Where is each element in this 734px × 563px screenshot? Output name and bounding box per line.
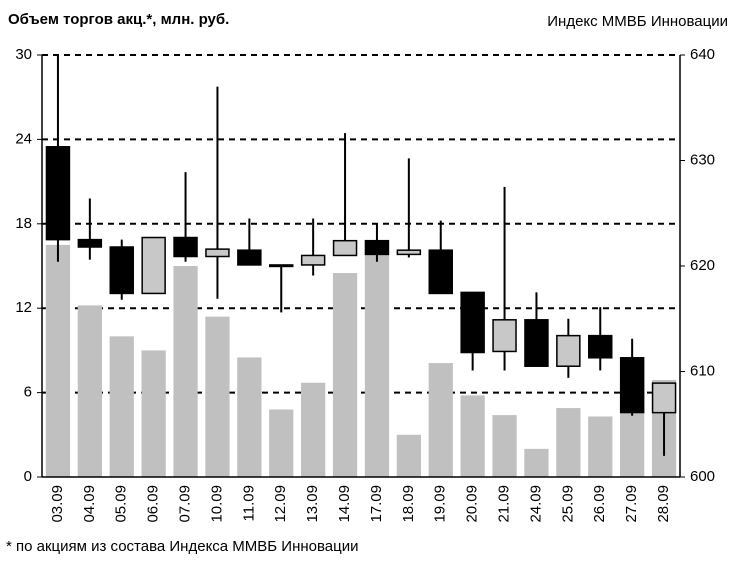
y2-tick-label: 620 — [690, 257, 715, 274]
x-tick-label: 25.09 — [559, 485, 576, 523]
y2-tick-label: 630 — [690, 151, 715, 168]
y2-tick-label: 610 — [690, 362, 715, 379]
chart-title: Объем торгов акц.*, млн. руб. — [8, 11, 229, 28]
x-tick-label: 19.09 — [432, 485, 449, 523]
volume-bar — [428, 363, 453, 477]
x-tick-label: 13.09 — [304, 485, 321, 523]
y-tick-label: 30 — [15, 46, 32, 63]
candle-body — [77, 238, 103, 248]
volume-bar — [332, 273, 358, 477]
x-tick-label: 07.09 — [177, 485, 194, 523]
candle-body — [205, 248, 230, 258]
x-tick-label: 05.09 — [113, 485, 130, 523]
candle-body — [364, 239, 390, 256]
y2-tick-label: 640 — [690, 46, 715, 63]
x-tick-label: 21.09 — [496, 485, 513, 523]
x-tick-label: 12.09 — [272, 485, 289, 523]
volume-bar — [109, 336, 134, 477]
volume-bar — [396, 434, 421, 477]
y2-tick-label: 600 — [690, 468, 715, 485]
y-tick-label: 12 — [15, 299, 32, 316]
x-tick-label: 11.09 — [240, 485, 257, 521]
footnote: * по акциям из состава Индекса ММВБ Инно… — [6, 538, 359, 555]
volume-bar — [492, 415, 517, 477]
x-tick-label: 06.09 — [145, 485, 162, 523]
volume-bar — [173, 266, 198, 477]
x-tick-label: 03.09 — [49, 485, 66, 523]
volume-bar — [588, 416, 613, 477]
volume-bar — [45, 244, 71, 477]
candle-body — [428, 249, 453, 295]
x-tick-label: 26.09 — [591, 485, 608, 523]
x-tick-label: 18.09 — [400, 485, 417, 523]
x-tick-label: 27.09 — [623, 485, 640, 523]
x-tick-label: 28.09 — [655, 485, 672, 523]
candle-body — [45, 146, 71, 241]
candle-body — [109, 246, 134, 295]
candle-body — [173, 236, 198, 258]
candle-body — [556, 334, 581, 367]
volume-bar — [301, 382, 326, 477]
x-tick-label: 04.09 — [81, 485, 98, 523]
candle-body — [141, 236, 166, 295]
volume-bar — [269, 409, 294, 477]
candle-body — [492, 319, 517, 353]
volume-bar — [141, 350, 166, 477]
volume-bar — [524, 448, 549, 477]
x-tick-label: 20.09 — [464, 485, 481, 523]
volume-bar — [205, 316, 230, 477]
x-tick-label: 14.09 — [336, 485, 353, 523]
candle-body — [396, 249, 422, 256]
y2-axis-label: Индекс ММВБ Инновации — [547, 13, 728, 30]
y-tick-label: 0 — [24, 468, 32, 485]
y-tick-label: 18 — [15, 215, 32, 232]
candle-body — [619, 357, 645, 414]
candle-body — [588, 334, 613, 359]
candle-body — [651, 382, 677, 414]
x-tick-label: 10.09 — [208, 485, 225, 523]
volume-bar — [620, 413, 645, 477]
x-tick-label: 17.09 — [368, 485, 385, 523]
candle-body — [237, 249, 262, 266]
x-tick-label: 24.09 — [527, 485, 544, 523]
volume-bar — [77, 305, 102, 477]
candle-body — [332, 239, 358, 257]
candle-body — [300, 254, 326, 266]
y-tick-label: 24 — [15, 130, 32, 147]
candle-body — [460, 291, 485, 354]
candle-body — [269, 264, 294, 268]
volume-bar — [460, 395, 485, 477]
volume-bar — [556, 408, 581, 477]
volume-bar — [364, 254, 390, 477]
y-tick-label: 6 — [24, 384, 32, 401]
volume-bar — [237, 357, 262, 477]
candle-body — [524, 319, 549, 367]
